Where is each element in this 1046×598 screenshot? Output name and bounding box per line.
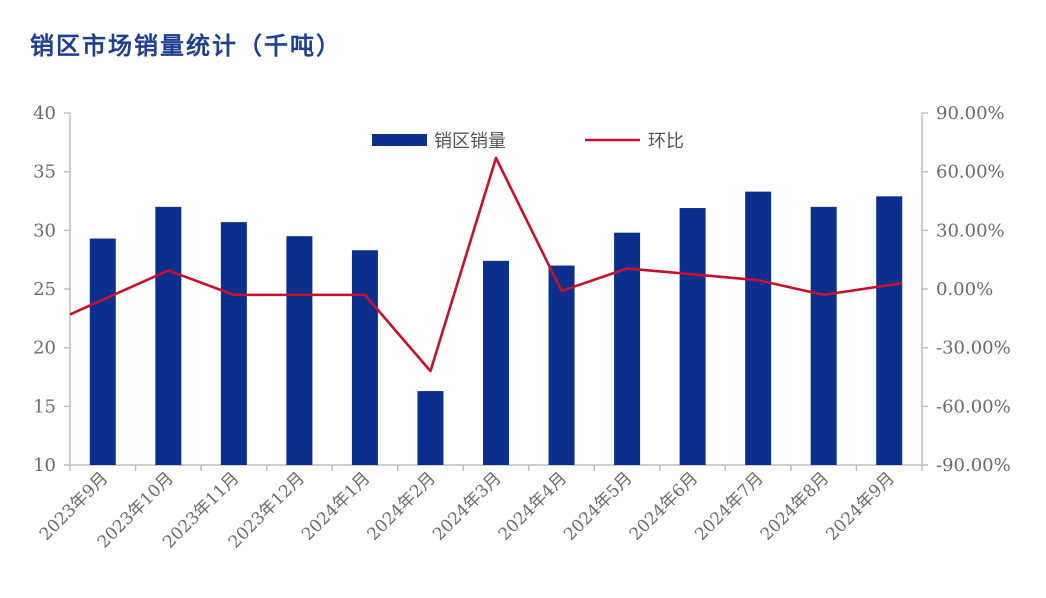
right-tick-label: -30.00% [936,338,1011,359]
bar [220,222,247,465]
left-tick-label: 30 [33,220,56,241]
bar [89,238,116,465]
x-tick-label: 2024年2月 [364,468,440,544]
bar [417,391,444,465]
line-series [69,156,903,373]
bar-series [89,191,903,466]
bar [286,236,313,465]
x-tick-label: 2024年6月 [626,468,702,544]
left-tick-label: 35 [33,162,56,183]
x-tick-label: 2024年5月 [560,468,636,544]
right-tick-label: 0.00% [936,279,993,300]
x-tick-label: 2024年7月 [691,468,767,544]
left-tick-label: 10 [33,455,56,476]
x-tick-label: 2024年3月 [429,468,505,544]
bar [155,206,182,465]
bar [810,206,837,465]
left-tick-label: 40 [33,103,56,124]
bar [745,191,772,465]
left-tick-label: 20 [33,338,56,359]
bar [483,260,509,465]
right-tick-label: -90.00% [936,455,1011,476]
right-tick-label: -60.00% [936,396,1011,417]
legend-label: 销区销量 [434,131,506,152]
right-tick-label: 60.00% [936,162,1005,183]
bar [876,196,903,465]
left-tick-label: 15 [33,396,56,417]
legend-label: 环比 [648,131,684,152]
x-tick-label: 2024年4月 [495,468,571,544]
right-tick-label: 30.00% [936,220,1005,241]
x-tick-label: 2024年1月 [298,468,374,544]
x-tick-label: 2024年9月 [822,468,898,544]
line-series-path [69,156,903,373]
x-tick-label: 2024年8月 [757,468,833,544]
legend: 销区销量 环比 [372,131,684,152]
bar [548,265,575,465]
chart-title: 销区市场销量统计（千吨） [30,32,342,60]
bar [679,208,706,466]
bar [351,250,378,465]
legend-bar-swatch [372,134,427,146]
right-tick-label: 90.00% [936,103,1005,124]
left-tick-label: 25 [33,279,56,300]
